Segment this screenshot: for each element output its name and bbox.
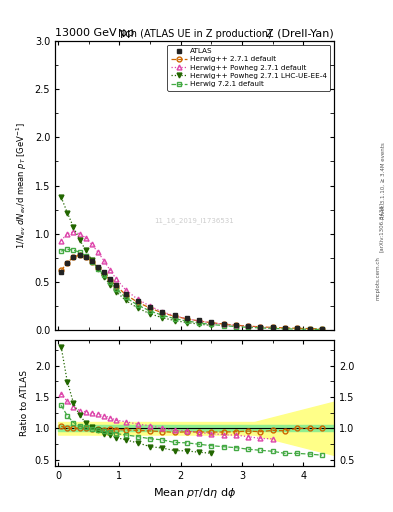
X-axis label: Mean $p_T$/d$\eta$ d$\phi$: Mean $p_T$/d$\eta$ d$\phi$ (153, 486, 236, 500)
Y-axis label: Ratio to ATLAS: Ratio to ATLAS (20, 370, 29, 436)
Text: 13000 GeV pp: 13000 GeV pp (55, 28, 134, 38)
Y-axis label: $1/N_{ev}\ dN_{ev}/\mathrm{d\ mean}\ p_T\ [\mathrm{GeV}^{-1}]$: $1/N_{ev}\ dN_{ev}/\mathrm{d\ mean}\ p_T… (15, 122, 29, 249)
Title: Nch (ATLAS UE in Z production): Nch (ATLAS UE in Z production) (118, 29, 272, 39)
Text: Rivet 3.1.10, ≥ 3.4M events: Rivet 3.1.10, ≥ 3.4M events (381, 142, 386, 219)
Text: mcplots.cern.ch: mcplots.cern.ch (375, 256, 380, 300)
Legend: ATLAS, Herwig++ 2.7.1 default, Herwig++ Powheg 2.7.1 default, Herwig++ Powheg 2.: ATLAS, Herwig++ 2.7.1 default, Herwig++ … (167, 45, 331, 91)
Text: Z (Drell-Yan): Z (Drell-Yan) (266, 28, 334, 38)
Text: 11_16_2019_I1736531: 11_16_2019_I1736531 (155, 217, 234, 224)
Text: [arXiv:1306.3436]: [arXiv:1306.3436] (379, 202, 384, 251)
